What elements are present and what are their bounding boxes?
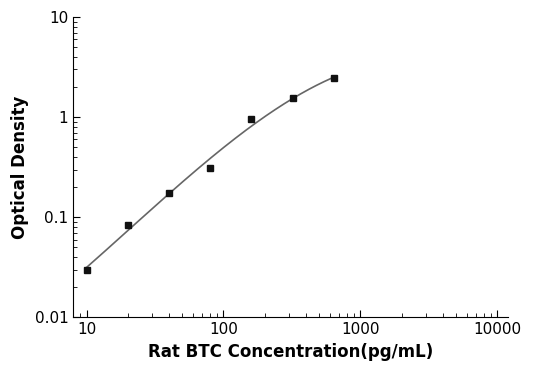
Y-axis label: Optical Density: Optical Density [11,96,29,239]
X-axis label: Rat BTC Concentration(pg/mL): Rat BTC Concentration(pg/mL) [148,343,433,361]
